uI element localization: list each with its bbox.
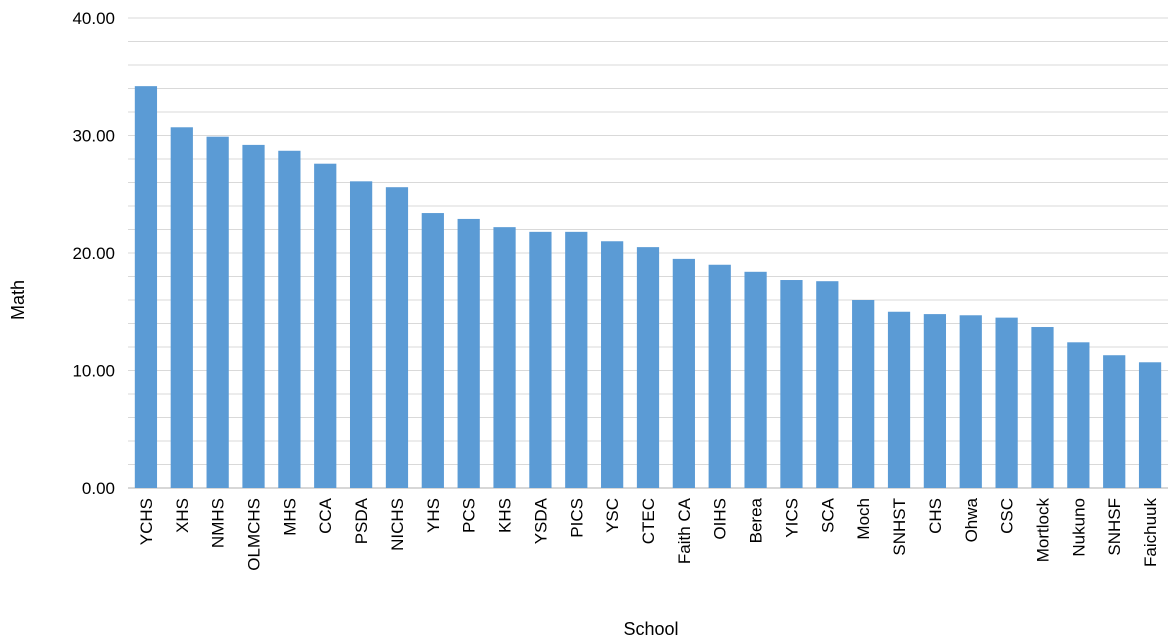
x-tick-label: YICS [782,498,801,538]
x-tick-label: CTEC [639,498,658,544]
x-tick-label: Berea [747,497,766,543]
bar [349,181,373,488]
bar [529,231,552,488]
x-tick-label: CCA [316,497,335,534]
bar [887,311,911,488]
bar [852,300,875,488]
bar [170,127,193,488]
bar [744,271,767,488]
x-tick-label: SNHSF [1105,498,1124,556]
bar [1138,362,1162,488]
bar [206,136,229,488]
bar [385,187,409,488]
bar [708,264,731,488]
bar [314,163,337,488]
bar [636,247,660,488]
bar [278,150,301,488]
bar [1103,355,1126,488]
x-tick-label: PSDA [352,497,371,544]
bar [959,315,982,488]
x-tick-label: CHS [926,498,945,534]
bar [457,218,480,488]
x-tick-label: SCA [818,497,837,533]
bar [1031,327,1054,488]
x-tick-label: SNHST [890,498,909,556]
x-tick-label: Ohwa [962,497,981,542]
x-tick-label: YCHS [137,498,156,545]
y-axis-title: Math [8,280,28,320]
x-tick-label: CSC [998,498,1017,534]
bar [421,213,444,489]
bar [242,144,265,488]
x-tick-label: KHS [496,498,515,533]
x-axis-tick-labels: YCHS XHS NMHS OLMCHS MHS CCA PSDA NICHS YHS PCS KH… [137,497,1160,570]
x-axis-title: School [623,619,678,639]
bar [601,241,624,488]
x-tick-label: PICS [567,498,586,538]
x-tick-label: OIHS [711,498,730,540]
y-axis-tick-labels: 0.00 10.00 20.00 30.00 40.00 [72,9,115,498]
bar [493,227,516,488]
bar [1067,342,1090,488]
y-tick-label: 40.00 [72,9,115,28]
y-tick-label: 10.00 [72,362,115,381]
x-tick-label: XHS [173,498,192,533]
bars [134,86,1162,489]
x-tick-label: Mortlock [1033,498,1052,563]
x-tick-label: YSDA [531,497,550,544]
x-tick-label: Faichuuk [1141,498,1160,567]
y-tick-label: 20.00 [72,244,115,263]
y-tick-label: 0.00 [82,479,115,498]
x-tick-label: Faith CA [675,497,694,564]
y-tick-label: 30.00 [72,127,115,146]
bar [134,86,158,489]
x-tick-label: MHS [280,498,299,536]
x-tick-label: PCS [460,498,479,533]
x-tick-label: Nukuno [1069,498,1088,557]
x-tick-label: YHS [424,498,443,533]
x-tick-label: NICHS [388,498,407,551]
x-tick-label: NMHS [209,498,228,548]
x-tick-label: Moch [854,498,873,540]
bar [780,280,803,488]
bar [995,317,1018,489]
x-tick-label: OLMCHS [245,498,264,571]
x-tick-label: YSC [603,498,622,533]
bar [816,281,839,488]
bar [672,258,695,489]
bar [565,231,588,488]
bar [923,314,947,488]
